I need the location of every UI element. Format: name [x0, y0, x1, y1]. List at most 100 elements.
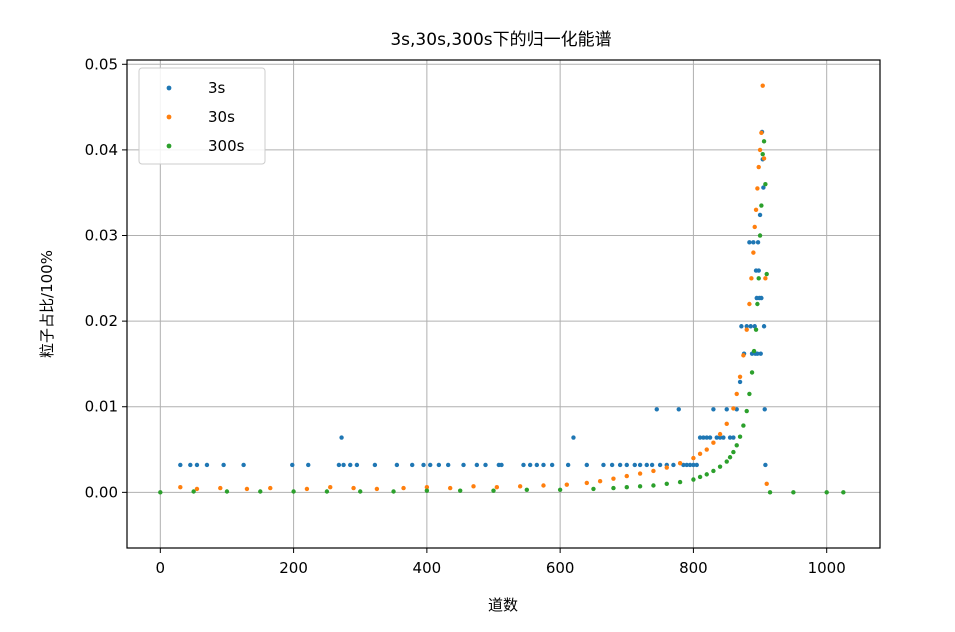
data-point: [687, 462, 693, 468]
data-point: [597, 479, 603, 484]
data-point: [436, 462, 442, 468]
data-point: [763, 276, 768, 281]
data-point: [711, 440, 716, 445]
data-point: [354, 462, 360, 468]
data-point: [584, 480, 589, 486]
data-point: [731, 406, 736, 411]
data-point: [731, 435, 736, 440]
y-axis-label: 粒子占比/100%: [38, 250, 56, 358]
data-point: [761, 139, 767, 144]
data-point: [191, 489, 196, 494]
data-point: [644, 462, 649, 468]
data-point: [457, 488, 463, 493]
data-point: [424, 485, 430, 490]
data-point: [747, 240, 752, 245]
data-point: [394, 462, 400, 468]
data-point: [676, 407, 681, 412]
data-point: [541, 462, 546, 468]
data-point: [221, 462, 226, 468]
data-point: [194, 462, 200, 468]
data-point: [717, 464, 723, 469]
legend-box: [138, 67, 266, 165]
data-point: [684, 462, 689, 468]
data-point: [741, 423, 746, 428]
data-point: [654, 407, 659, 412]
data-point: [565, 462, 571, 468]
series-3s: [178, 129, 768, 468]
data-point: [756, 268, 761, 273]
data-point: [763, 181, 768, 187]
data-point: [717, 431, 723, 437]
data-point: [601, 462, 606, 468]
x-axis-label: 道数: [488, 596, 518, 614]
series-layer: [158, 83, 846, 495]
data-point: [677, 479, 683, 485]
data-point: [761, 324, 767, 329]
data-point: [541, 483, 546, 488]
data-point: [704, 447, 709, 452]
data-point: [694, 462, 699, 468]
data-point: [461, 462, 466, 468]
data-point: [609, 462, 615, 468]
data-point: [737, 379, 743, 385]
data-point: [401, 485, 406, 491]
data-point: [637, 484, 643, 489]
data-point: [158, 490, 163, 495]
data-point: [447, 485, 453, 491]
data-point: [304, 486, 310, 492]
data-point: [218, 485, 223, 491]
data-point: [336, 462, 342, 468]
data-point: [757, 233, 763, 238]
data-point: [664, 481, 669, 486]
data-point: [744, 408, 749, 414]
data-point: [291, 489, 296, 494]
data-point: [704, 472, 709, 477]
data-point: [791, 490, 796, 495]
data-point: [524, 487, 530, 492]
data-point: [671, 462, 676, 468]
x-tick-label: 400: [413, 559, 442, 577]
data-point: [372, 462, 378, 468]
data-point: [624, 473, 629, 479]
data-point: [755, 351, 760, 356]
data-point: [711, 407, 716, 412]
data-point: [759, 203, 764, 208]
data-point: [761, 156, 767, 161]
data-point: [691, 462, 696, 468]
data-point: [724, 407, 729, 412]
data-point: [691, 455, 696, 461]
data-point: [351, 485, 356, 491]
y-tick-label: 0.00: [85, 483, 118, 501]
data-point: [757, 147, 763, 153]
data-point: [677, 461, 683, 466]
data-point: [697, 474, 703, 480]
data-point: [204, 462, 210, 468]
data-point: [341, 462, 346, 468]
data-point: [761, 185, 766, 190]
data-point: [178, 485, 183, 490]
data-point: [755, 240, 761, 245]
data-point: [324, 489, 330, 494]
data-point: [624, 485, 629, 490]
data-point: [749, 370, 755, 375]
data-point: [534, 462, 540, 468]
data-point: [697, 451, 703, 457]
data-point: [824, 490, 829, 495]
data-point: [767, 490, 773, 495]
plot-frame: [126, 59, 881, 549]
x-tick-label: 0: [156, 559, 166, 577]
data-point: [756, 164, 761, 170]
data-point: [499, 462, 504, 468]
y-tick-label: 0.02: [85, 312, 118, 330]
data-point: [445, 462, 451, 468]
y-tick-label: 0.03: [85, 227, 118, 245]
chart-title: 3s,30s,300s下的归一化能谱: [390, 30, 611, 50]
data-point: [632, 462, 637, 468]
data-point: [724, 459, 729, 464]
data-point: [651, 468, 656, 474]
x-tick-label: 600: [546, 559, 575, 577]
y-tick-label: 0.01: [85, 398, 118, 416]
data-point: [760, 83, 765, 88]
data-point: [721, 435, 726, 440]
data-point: [760, 151, 765, 157]
